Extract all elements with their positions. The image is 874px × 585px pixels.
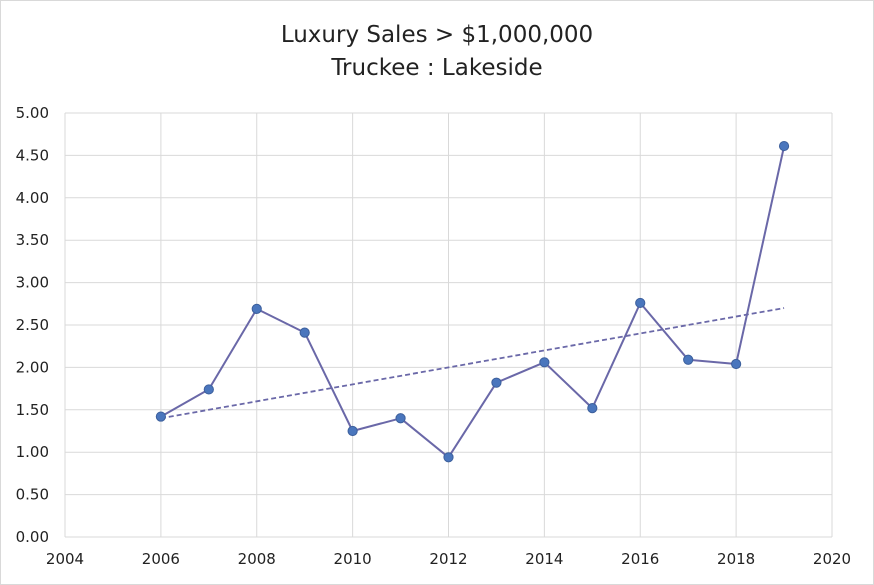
y-axis-tick-labels: 0.00 0.50 1.00 1.50 2.00 2.50 3.00 3.50 4.00 4.50…: [16, 104, 49, 546]
data-point: [443, 452, 454, 463]
trendline: [160, 307, 785, 420]
data-point: [635, 297, 646, 309]
y-tick-label: 2.00: [16, 358, 49, 376]
y-tick-label: 3.50: [16, 231, 49, 249]
data-point: [251, 303, 262, 314]
data-point: [203, 384, 214, 395]
y-tick-label: 2.50: [16, 316, 49, 334]
trendline-layer: [160, 307, 785, 420]
x-tick-label: 2012: [429, 550, 467, 568]
chart-subtitle: Truckee : Lakeside: [331, 55, 543, 81]
y-tick-label: 1.00: [16, 443, 49, 461]
data-point: [778, 140, 790, 152]
x-axis-tick-labels: 2004 2006 2008 2010 2012 2014 2016 2018 2020: [46, 550, 851, 568]
y-tick-label: 4.50: [16, 146, 49, 164]
data-point: [347, 425, 358, 437]
y-tick-label: 3.00: [16, 274, 49, 292]
data-point: [587, 403, 598, 414]
series-line: [160, 145, 786, 459]
grid-lines: [64, 112, 833, 538]
series-layer: [155, 140, 790, 463]
data-point: [539, 357, 550, 368]
chart-title: Luxury Sales > $1,000,000: [280, 22, 594, 48]
chart-title-block: Luxury Sales > $1,000,000 Truckee : Lake…: [1, 19, 873, 85]
y-tick-label: 1.50: [16, 401, 49, 419]
data-point: [683, 354, 694, 365]
x-tick-label: 2014: [525, 550, 563, 568]
y-tick-label: 5.00: [16, 104, 49, 122]
x-tick-label: 2004: [46, 550, 84, 568]
data-point: [731, 358, 742, 370]
data-point: [395, 413, 406, 424]
y-tick-label: 0.00: [16, 528, 49, 546]
x-tick-label: 2010: [334, 550, 372, 568]
x-tick-label: 2020: [813, 550, 851, 568]
y-tick-label: 0.50: [16, 486, 49, 504]
x-tick-label: 2018: [717, 550, 755, 568]
y-tick-label: 4.00: [16, 189, 49, 207]
data-point: [491, 377, 502, 388]
x-tick-label: 2006: [142, 550, 180, 568]
data-point: [155, 411, 166, 422]
x-tick-label: 2016: [621, 550, 659, 568]
data-point: [299, 327, 310, 338]
x-tick-label: 2008: [238, 550, 276, 568]
